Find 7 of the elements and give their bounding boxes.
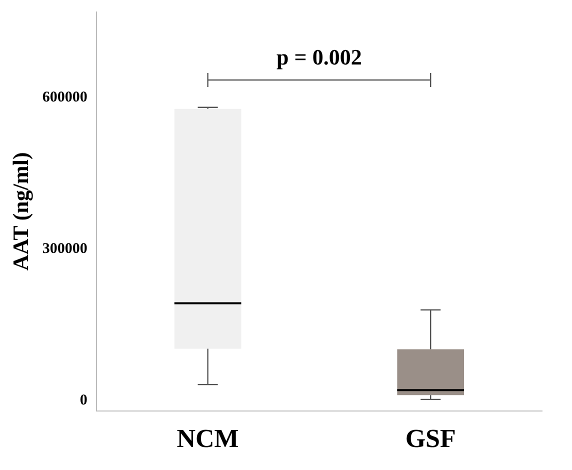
x-tick-label: GSF bbox=[405, 424, 456, 454]
annotation: p = 0.002 bbox=[276, 44, 362, 70]
y-tick-label: 300000 bbox=[42, 241, 88, 258]
x-tick-label: NCM bbox=[176, 424, 239, 454]
y-axis-title: AAT (ng/ml) bbox=[8, 152, 33, 271]
y-tick-label: 0 bbox=[80, 392, 88, 409]
y-tick-label: 600000 bbox=[42, 90, 88, 106]
